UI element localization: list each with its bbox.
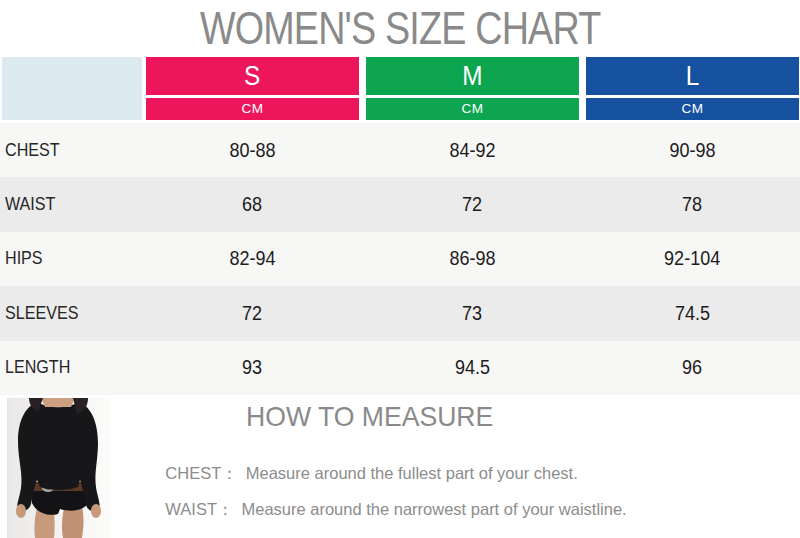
page-title: WOMEN'S SIZE CHART	[0, 0, 800, 57]
table-row-chest: CHEST 80-88 84-92 90-98	[0, 123, 800, 177]
unit-header-s: CM	[146, 98, 359, 120]
row-label: WAIST	[0, 194, 146, 215]
size-header-m: M	[366, 57, 579, 95]
cell-chest-s: 80-88	[146, 139, 359, 162]
cell-waist-l: 78	[586, 193, 799, 216]
cell-hips-l: 92-104	[586, 247, 799, 270]
table-row-waist: WAIST 68 72 78	[0, 177, 800, 231]
row-label: SLEEVES	[0, 303, 146, 324]
measure-instruction-hips: HIPS ：Measure around the fullest part of…	[147, 516, 596, 538]
cell-chest-m: 84-92	[366, 139, 579, 162]
cell-hips-m: 86-98	[366, 247, 579, 270]
size-header-s: S	[146, 57, 359, 95]
unit-header-l: CM	[586, 98, 799, 120]
size-table-body: CHEST 80-88 84-92 90-98 WAIST 68 72 78 H…	[0, 123, 800, 395]
cell-waist-s: 68	[146, 193, 359, 216]
how-to-measure-heading: HOW TO MEASURE	[246, 401, 506, 433]
cell-waist-m: 72	[366, 193, 579, 216]
table-row-length: LENGTH 93 94.5 96	[0, 341, 800, 395]
row-label: CHEST	[0, 140, 146, 161]
row-label: HIPS	[0, 248, 146, 269]
cell-chest-l: 90-98	[586, 139, 799, 162]
cell-hips-s: 82-94	[146, 247, 359, 270]
cell-length-s: 93	[146, 356, 359, 379]
cell-length-l: 96	[586, 356, 799, 379]
row-label: LENGTH	[0, 357, 146, 378]
table-corner-cell	[2, 57, 142, 120]
cell-length-m: 94.5	[366, 356, 579, 379]
size-header-l: L	[586, 57, 799, 95]
table-row-sleeves: SLEEVES 72 73 74.5	[0, 286, 800, 340]
cell-sleeves-m: 73	[366, 302, 579, 325]
cell-sleeves-s: 72	[146, 302, 359, 325]
model-photo	[7, 398, 110, 538]
unit-header-m: CM	[366, 98, 579, 120]
table-row-hips: HIPS 82-94 86-98 92-104	[0, 232, 800, 286]
size-chart-page: WOMEN'S SIZE CHART S M L CM CM CM CHEST …	[0, 0, 800, 538]
cell-sleeves-l: 74.5	[586, 302, 799, 325]
